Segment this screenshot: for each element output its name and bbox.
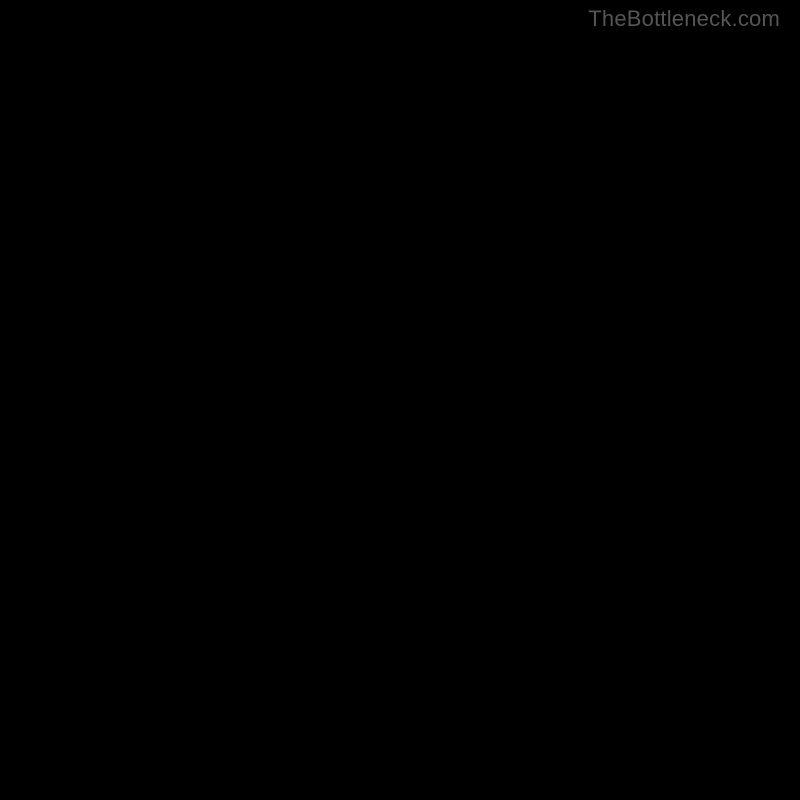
marker-dot <box>341 551 349 559</box>
heatmap-plot <box>33 30 766 770</box>
crosshair-horizontal <box>33 555 766 556</box>
heatmap-canvas <box>33 30 766 770</box>
watermark-text: TheBottleneck.com <box>588 6 780 32</box>
crosshair-vertical <box>345 30 346 770</box>
chart-outer: TheBottleneck.com <box>0 0 800 800</box>
